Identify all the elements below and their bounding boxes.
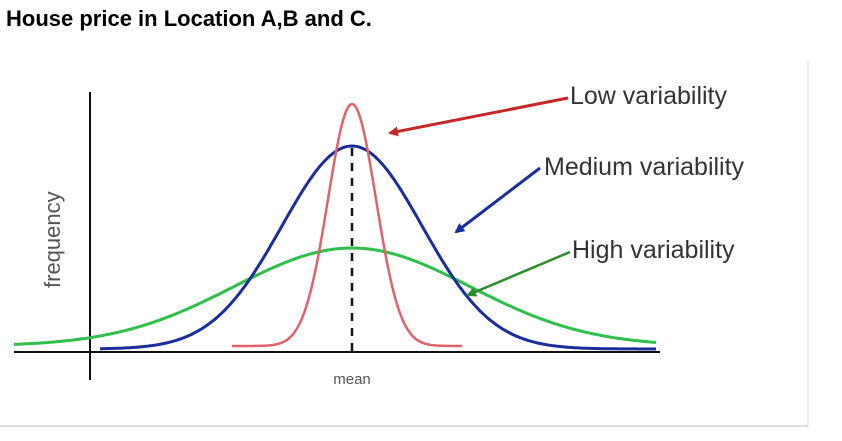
medium-variability-arrow <box>454 166 541 234</box>
page-title: House price in Location A,B and C. <box>6 6 372 31</box>
medium-variability-curve <box>100 144 656 351</box>
high-variability-arrow <box>466 250 571 297</box>
y-axis-label: frequency <box>40 191 65 288</box>
low-variability-curve <box>232 102 462 348</box>
low-variability-label: Low variability <box>570 82 728 110</box>
medium-variability-label: Medium variability <box>544 153 745 181</box>
high-variability-curve <box>13 246 657 346</box>
x-axis-label: mean <box>333 371 371 388</box>
low-variability-arrow <box>388 96 569 137</box>
high-variability-label: High variability <box>572 236 735 264</box>
